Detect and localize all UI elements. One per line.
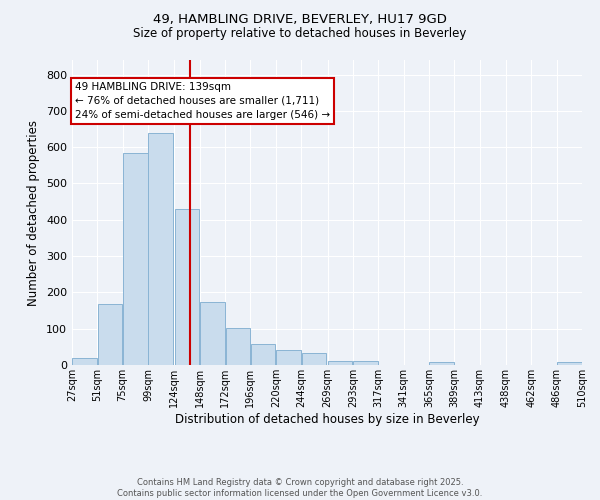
Bar (353, 362, 378, 365)
Bar (302, 354, 326, 365)
Bar (123, 154, 148, 365)
X-axis label: Distribution of detached houses by size in Beverley: Distribution of detached houses by size … (175, 412, 479, 426)
Bar (251, 344, 275, 365)
Y-axis label: Number of detached properties: Number of detached properties (28, 120, 40, 306)
Bar (557, 362, 581, 365)
Text: Contains HM Land Registry data © Crown copyright and database right 2025.
Contai: Contains HM Land Registry data © Crown c… (118, 478, 482, 498)
Bar (98, 304, 122, 365)
Bar (226, 328, 250, 365)
Bar (73, 358, 97, 365)
Bar (200, 302, 224, 365)
Text: 49, HAMBLING DRIVE, BEVERLEY, HU17 9GD: 49, HAMBLING DRIVE, BEVERLEY, HU17 9GD (153, 12, 447, 26)
Bar (430, 362, 454, 365)
Text: Size of property relative to detached houses in Beverley: Size of property relative to detached ho… (133, 28, 467, 40)
Bar (328, 360, 352, 365)
Bar (276, 350, 301, 365)
Bar (148, 132, 173, 365)
Bar (175, 209, 199, 365)
Text: 49 HAMBLING DRIVE: 139sqm
← 76% of detached houses are smaller (1,711)
24% of se: 49 HAMBLING DRIVE: 139sqm ← 76% of detac… (75, 82, 330, 120)
